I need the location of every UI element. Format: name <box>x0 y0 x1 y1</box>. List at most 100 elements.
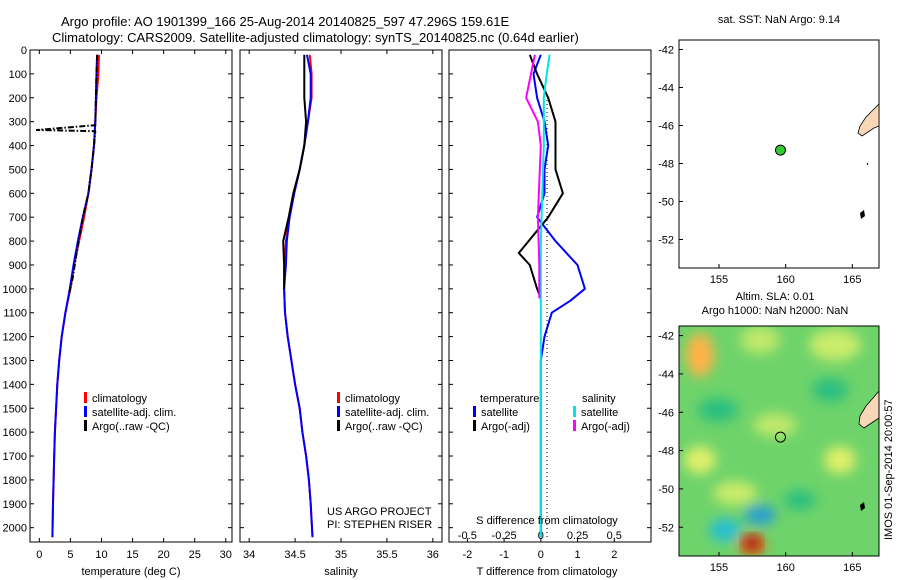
y-tick-label: 1900 <box>3 499 27 511</box>
pi-annotation: PI: STEPHEN RISER <box>327 519 432 531</box>
y-tick-label: -52 <box>658 235 674 247</box>
argo-float-marker <box>774 431 786 443</box>
y-tick-label: 300 <box>9 117 27 129</box>
legend-swatch-satellite <box>84 406 87 417</box>
sla-blob <box>740 326 780 354</box>
difference-y-ticks <box>449 49 651 529</box>
x-top-tick-label: 0.25 <box>567 530 588 542</box>
difference-xlabel: T difference from climatology <box>477 566 618 578</box>
sla-blob <box>684 446 716 474</box>
y-tick-label: 500 <box>9 164 27 176</box>
sla-map-points <box>774 431 786 443</box>
y-tick-label: 0 <box>21 45 27 57</box>
sla-side-label: IMOS 01-Sep-2014 20:00:57 <box>883 399 895 540</box>
x-tick-label: 155 <box>710 562 728 574</box>
salinity-panel: 34 34.5 35 35.5 36 salinity climatology sate… <box>239 49 443 578</box>
difference-panel: -2 -1 0 1 2-0.5 -0.25 0 0.25 0.5 T difference fr… <box>448 49 652 578</box>
legend-label-s-satellite: satellite <box>581 407 618 419</box>
sla-blob <box>824 446 856 474</box>
difference-lines <box>517 54 586 538</box>
y-tick-label: 1300 <box>3 355 27 367</box>
sla-heatmap <box>679 326 879 556</box>
legend-swatch-t-argo <box>473 420 476 431</box>
sla-blob <box>698 398 738 422</box>
x-top-tick-label: 0.5 <box>607 530 622 542</box>
y-tick-label: -48 <box>658 159 674 171</box>
x-tick-label: 35 <box>335 549 347 561</box>
series-line-2 <box>539 54 551 538</box>
y-tick-label: -46 <box>658 121 674 133</box>
y-tick-label: -52 <box>658 522 674 534</box>
y-tick-label: 1100 <box>3 308 27 320</box>
y-tick-label: -48 <box>658 446 674 458</box>
series-line-2 <box>282 54 308 289</box>
legend-swatch-satellite <box>337 406 340 417</box>
sla-blob <box>744 505 776 525</box>
legend-swatch-t-satellite <box>473 406 476 417</box>
salinity-xlabel: salinity <box>324 566 358 578</box>
y-tick-label: -50 <box>658 197 674 209</box>
series-line-3 <box>525 54 542 299</box>
legend-label-t-satellite: satellite <box>481 407 518 419</box>
sst-map-points <box>774 144 786 156</box>
x-tick-label: -1 <box>499 549 509 561</box>
x-tick-label: 160 <box>776 274 794 286</box>
x-tick-label: 34.5 <box>284 549 305 561</box>
y-tick-label: 1000 <box>3 284 27 296</box>
legend-label-climatology: climatology <box>345 393 401 405</box>
sla-hotspot <box>743 535 761 551</box>
x-tick-label: 165 <box>843 562 861 574</box>
y-tick-label: 600 <box>9 188 27 200</box>
sla-map-title-line2: Argo h1000: NaN h2000: NaN <box>702 305 849 317</box>
y-tick-label: 100 <box>9 69 27 81</box>
legend-label-t-argo: Argo(-adj) <box>481 421 530 433</box>
x-tick-label: 36 <box>427 549 439 561</box>
y-tick-label: 2000 <box>3 523 27 535</box>
x-tick-label: 1 <box>574 549 580 561</box>
x-tick-label: 20 <box>158 549 170 561</box>
temperature-panel: 0100200300400500600700800900100011001200… <box>3 45 233 578</box>
difference-plot-frame <box>448 49 652 543</box>
legend-swatch-argo <box>84 420 87 431</box>
sst-map-land <box>857 103 879 219</box>
sla-blob <box>784 490 816 510</box>
temperature-y-axis: 0 100 200 300 400 500 600 700 800 900 1000 1100 1200… <box>3 45 232 535</box>
x-tick-label: 34 <box>243 549 255 561</box>
sla-blob <box>713 481 757 505</box>
legend-label-satellite: satellite-adj. clim. <box>92 407 176 419</box>
x-tick-label: 165 <box>843 274 861 286</box>
y-tick-label: -44 <box>658 369 674 381</box>
y-tick-label: -42 <box>658 331 674 343</box>
legend-swatch-climatology <box>84 392 87 403</box>
x-tick-label: 10 <box>95 549 107 561</box>
x-tick-label: 160 <box>776 562 794 574</box>
x-tick-label: 5 <box>67 549 73 561</box>
y-tick-label: -42 <box>658 45 674 57</box>
legend-label-argo: Argo(..raw -QC) <box>345 421 423 433</box>
y-tick-label: 700 <box>9 212 27 224</box>
x-tick-label: 15 <box>126 549 138 561</box>
temperature-x-axis: 0 5 10 15 20 25 30 <box>36 50 232 561</box>
sla-blob <box>812 378 848 402</box>
x-top-tick-label: -0.5 <box>458 530 477 542</box>
legend-swatch-climatology <box>337 392 340 403</box>
figure-title-line1: Argo profile: AO 1901399_166 25-Aug-2014… <box>61 14 509 29</box>
y-tick-label: -46 <box>658 407 674 419</box>
legend-title-salinity: salinity <box>582 393 616 405</box>
sla-blob <box>686 333 714 377</box>
salinity-legend: climatology satellite-adj. clim. Argo(..… <box>337 392 429 433</box>
sst-map-axes: 155 160 165 -42 -44 -46 -48 -50 -52 <box>658 45 861 287</box>
sla-blob <box>753 413 797 437</box>
difference-xlabel-top: S difference from climatology <box>476 515 618 527</box>
salinity-plot-frame <box>239 49 443 543</box>
difference-legend: temperature salinity satellite Argo(-adj… <box>473 393 630 433</box>
sla-map-title-line1: Altim. SLA: 0.01 <box>736 291 815 303</box>
temperature-xlabel: temperature (deg C) <box>81 566 180 578</box>
sst-map-panel: sat. SST: NaN Argo: 9.14 155 160 165 -42 -44… <box>658 14 880 287</box>
temperature-lines <box>35 54 100 538</box>
y-tick-label: 400 <box>9 141 27 153</box>
coastline-new-zealand <box>858 390 879 429</box>
salinity-y-ticks <box>240 49 442 529</box>
sst-map-title: sat. SST: NaN Argo: 9.14 <box>718 14 840 26</box>
